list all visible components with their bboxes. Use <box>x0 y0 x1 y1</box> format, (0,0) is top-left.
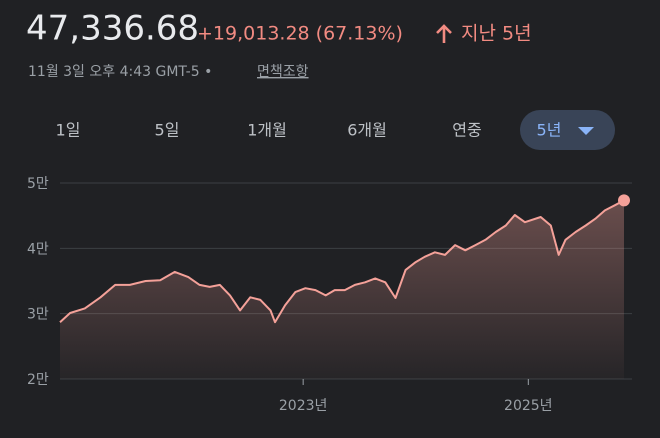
y-tick-label: 2만 <box>27 372 49 388</box>
last-point <box>618 194 630 207</box>
price-line <box>59 199 625 324</box>
period-tab[interactable]: 5일 <box>155 121 180 140</box>
y-tick-label: 4만 <box>27 241 49 257</box>
price: 47,336.68 <box>26 9 199 49</box>
period-tab[interactable]: 연중 <box>452 121 481 140</box>
disclaimer-link[interactable]: 면책조항 <box>257 64 309 80</box>
up-arrow <box>436 24 452 43</box>
period-tab[interactable]: 5년 <box>537 121 562 140</box>
period: 지난 5년 <box>461 23 532 45</box>
y-tick-label: 3만 <box>27 307 49 323</box>
area-fill <box>60 200 624 379</box>
period-tab[interactable]: 1일 <box>56 121 81 140</box>
x-tick-label: 2025년 <box>504 398 553 414</box>
y-tick-label: 5만 <box>27 176 49 192</box>
timestamp: 11월 3일 오후 4:43 GMT-5 • <box>28 64 212 80</box>
period-tab[interactable]: 6개월 <box>347 121 387 140</box>
x-tick-label: 2023년 <box>279 398 328 414</box>
change: +19,013.28 (67.13%) <box>197 23 403 45</box>
period-tab[interactable]: 1개월 <box>247 121 287 140</box>
selected-tab-bg <box>520 110 615 150</box>
dropdown-icon <box>578 127 594 135</box>
